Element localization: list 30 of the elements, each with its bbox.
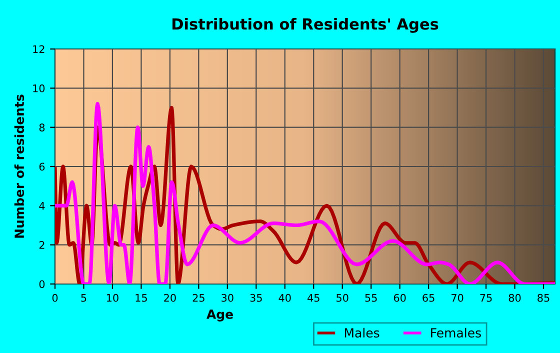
y-tick-label: 0 [39, 280, 45, 288]
x-tick-label: 55 [365, 294, 377, 302]
x-tick-label: 75 [480, 294, 492, 302]
y-axis-title: Number of residents [14, 94, 24, 238]
x-tick-label: 0 [52, 294, 58, 302]
x-tick-label: 80 [508, 294, 521, 302]
y-tick-label: 8 [39, 124, 45, 132]
y-tick-label: 10 [33, 84, 45, 92]
x-tick-label: 60 [394, 294, 406, 302]
x-tick-label: 5 [81, 294, 86, 302]
x-tick-label: 65 [422, 294, 434, 302]
legend-label: Females [431, 328, 481, 338]
x-tick-label: 40 [278, 294, 291, 302]
x-tick-label: 85 [538, 294, 550, 302]
x-tick-label: 10 [106, 294, 118, 302]
x-tick-label: 25 [192, 294, 204, 302]
x-tick-label: 50 [336, 294, 348, 302]
y-tick-label: 12 [33, 45, 44, 53]
y-tick-label: 2 [39, 241, 44, 249]
legend-label: Males [344, 328, 380, 338]
x-tick-label: 15 [136, 294, 147, 302]
x-tick-label: 35 [250, 294, 262, 302]
x-tick-label: 30 [222, 294, 234, 302]
y-tick-label: 6 [39, 162, 45, 171]
x-tick-label: 70 [452, 294, 464, 302]
x-tick-label: 20 [164, 294, 176, 302]
x-tick-label: 45 [308, 294, 320, 302]
x-axis-title: Age [206, 310, 233, 322]
chart-title: Distribution of Residents' Ages [172, 18, 438, 33]
y-tick-label: 4 [39, 202, 45, 210]
